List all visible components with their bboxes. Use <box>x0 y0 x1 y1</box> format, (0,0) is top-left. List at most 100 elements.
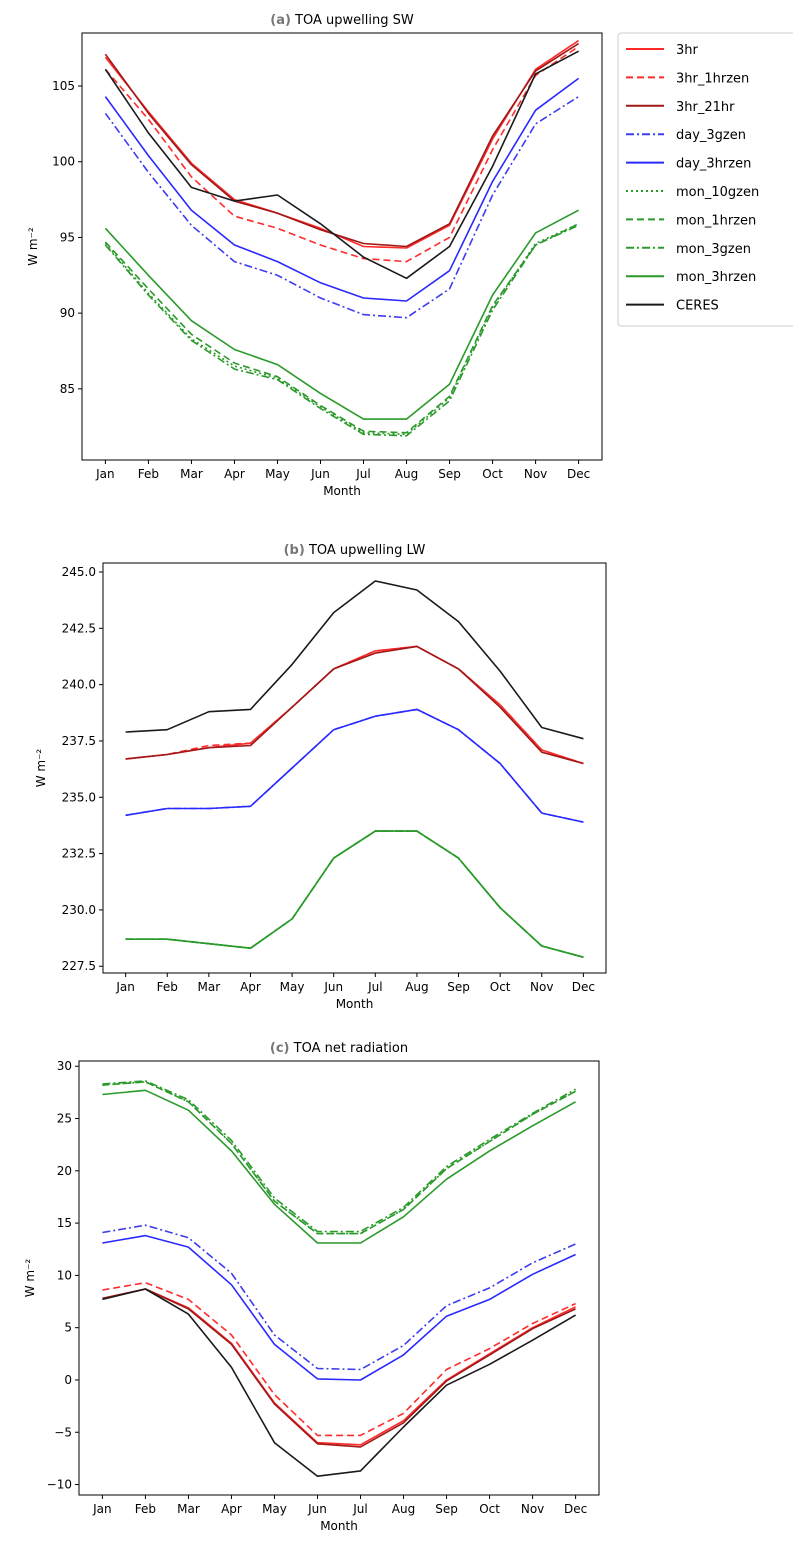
series-line-3hr-21hr <box>102 1288 576 1448</box>
data-point <box>445 1168 447 1170</box>
data-point <box>499 762 501 764</box>
x-tick-label: Mar <box>177 1502 200 1516</box>
data-point <box>333 668 335 670</box>
series-line-3hr-1hrzen <box>125 645 584 765</box>
data-point <box>574 1101 576 1103</box>
data-point <box>147 118 149 120</box>
data-point <box>147 274 149 276</box>
x-tick-label: May <box>280 980 305 994</box>
data-point <box>405 277 407 279</box>
data-point <box>405 435 407 437</box>
data-point <box>541 726 543 728</box>
x-tick-label: May <box>262 1502 287 1516</box>
data-point <box>230 1150 232 1152</box>
legend-label: 3hr_1hrzen <box>676 71 749 86</box>
data-point <box>577 39 579 41</box>
data-point <box>249 744 251 746</box>
data-point <box>416 708 418 710</box>
data-point <box>124 814 126 816</box>
data-point <box>319 407 321 409</box>
series-line-3hr-1hrzen <box>104 45 580 263</box>
data-point <box>233 244 235 246</box>
x-tick-label: Aug <box>392 1502 415 1516</box>
data-point <box>147 171 149 173</box>
y-axis-label: W m⁻² <box>34 749 48 788</box>
data-point <box>316 1443 318 1445</box>
data-point <box>316 1475 318 1477</box>
data-point <box>291 767 293 769</box>
data-point <box>488 1298 490 1300</box>
data-point <box>144 1282 146 1284</box>
series-line-3hr-21hr <box>104 42 580 248</box>
data-point <box>405 418 407 420</box>
series-line-ceres <box>104 50 579 280</box>
data-point <box>276 227 278 229</box>
data-point <box>187 1246 189 1248</box>
data-point <box>319 392 321 394</box>
data-point <box>374 580 376 582</box>
data-point <box>187 1099 189 1101</box>
data-point <box>208 744 210 746</box>
y-tick-label: 25 <box>57 1112 72 1126</box>
title-text: TOA upwelling LW <box>308 543 426 558</box>
x-tick-label: Jan <box>115 980 135 994</box>
data-point <box>577 45 579 47</box>
data-point <box>541 945 543 947</box>
chart-title: (b) TOA upwelling LW <box>284 543 426 558</box>
x-tick-label: Aug <box>405 980 428 994</box>
y-axis-label: W m⁻² <box>26 227 40 266</box>
data-point <box>291 706 293 708</box>
data-point <box>359 1470 361 1472</box>
y-tick-label: 227.5 <box>62 959 96 973</box>
data-point <box>534 232 536 234</box>
data-point <box>405 260 407 262</box>
x-tick-label: Apr <box>240 980 261 994</box>
series-line-mon-10gzen <box>104 223 579 436</box>
data-point <box>488 1347 490 1349</box>
panel-b: (b) TOA upwelling LW Jan Feb Mar Apr May Jun Ju… <box>34 543 607 1011</box>
data-point <box>416 589 418 591</box>
data-point <box>405 245 407 247</box>
data-point <box>534 73 536 75</box>
title-text: TOA upwelling SW <box>294 13 414 28</box>
data-point <box>147 294 149 296</box>
y-tick-label: 245.0 <box>62 565 96 579</box>
data-point <box>101 1093 103 1095</box>
series-line-mon-3hrzen <box>125 830 584 958</box>
data-point <box>362 242 364 244</box>
data-point <box>230 1272 232 1274</box>
data-point <box>577 95 579 97</box>
data-point <box>104 53 106 55</box>
legend-label: mon_10gzen <box>676 185 759 200</box>
data-point <box>147 112 149 114</box>
legend: 3hr 3hr_1hrzen 3hr_21hr day_3gzen day_3hrzen… <box>617 32 793 327</box>
data-point <box>144 1234 146 1236</box>
data-point <box>405 432 407 434</box>
data-point <box>499 706 501 708</box>
data-point <box>445 1305 447 1307</box>
data-point <box>445 1368 447 1370</box>
x-tick-label: Jun <box>307 1502 327 1516</box>
data-point <box>316 1242 318 1244</box>
data-point <box>359 1232 361 1234</box>
data-point <box>104 68 106 70</box>
data-point <box>190 339 192 341</box>
x-tick-label: Oct <box>482 467 503 481</box>
y-tick-label: −5 <box>54 1425 72 1439</box>
x-tick-label: Sep <box>447 980 470 994</box>
series-line-day-3hrzen <box>125 708 584 823</box>
data-point <box>359 1379 361 1381</box>
data-point <box>448 270 450 272</box>
y-tick-label: 95 <box>60 230 75 244</box>
data-point <box>101 1298 103 1300</box>
data-point <box>144 1080 146 1082</box>
title-prefix: (b) <box>284 543 305 558</box>
data-point <box>448 383 450 385</box>
legend-label: 3hr_21hr <box>676 100 735 115</box>
data-point <box>230 1334 232 1336</box>
y-tick-label: 0 <box>64 1373 72 1387</box>
data-point <box>208 807 210 809</box>
series-line-mon-3gzen <box>125 830 584 958</box>
y-tick-label: 100 <box>52 155 75 169</box>
data-point <box>531 1322 533 1324</box>
